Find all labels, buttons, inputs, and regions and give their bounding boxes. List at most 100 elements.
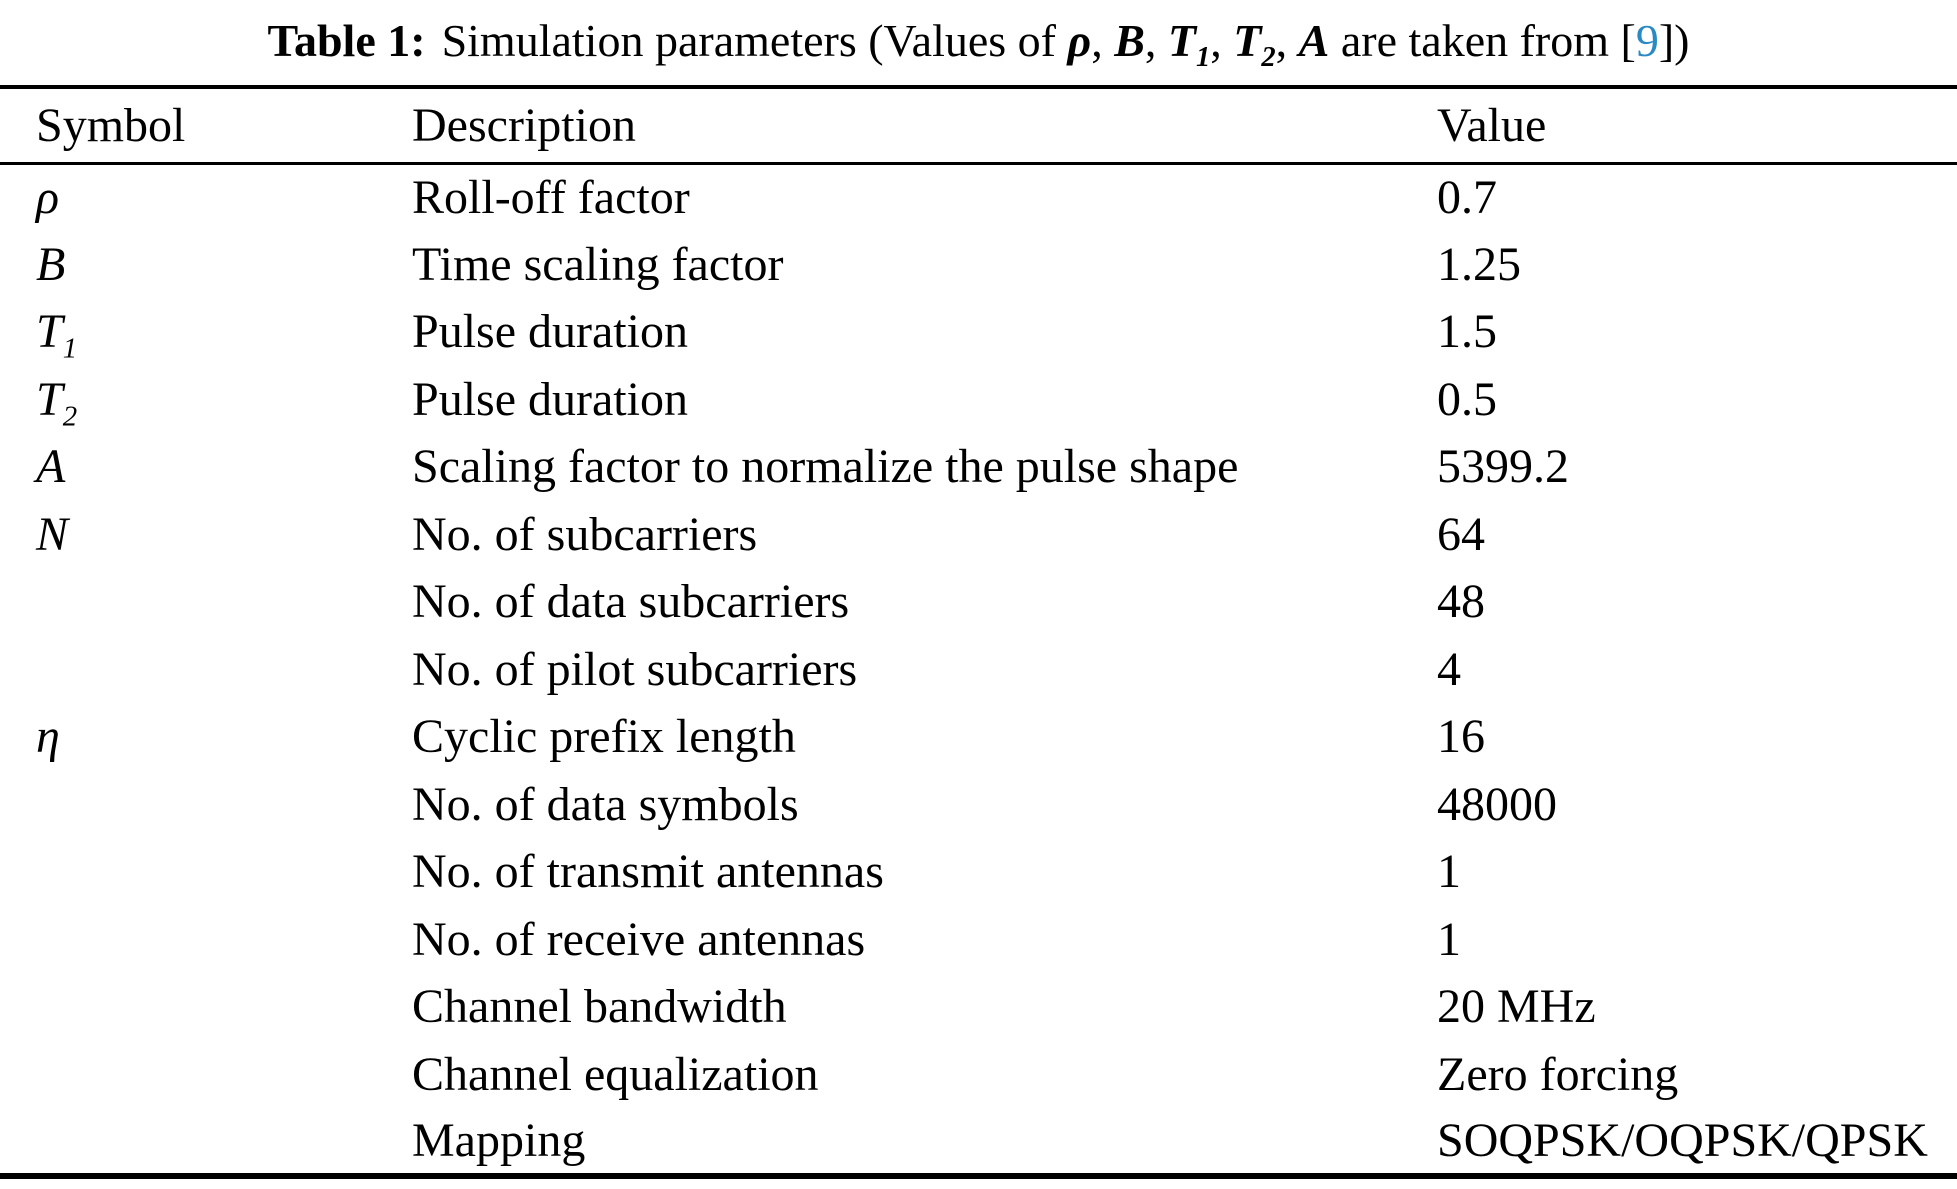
value-text: Zero forcing: [1437, 1047, 1679, 1101]
table-row: A Scaling factor to normalize the pulse …: [0, 433, 1957, 501]
symbol-subscript: 2: [62, 400, 78, 433]
symbol-cell: [0, 636, 412, 704]
symbol-cell: T2: [0, 366, 412, 434]
value-cell: 0.7: [1437, 163, 1957, 231]
symbol-cell: T1: [0, 298, 412, 366]
table-row: No. of receive antennas 1: [0, 906, 1957, 974]
value-text: 1: [1437, 845, 1461, 899]
symbol-cell: [0, 1108, 412, 1176]
column-header-value: Value: [1437, 87, 1957, 165]
symbol-cell: [0, 838, 412, 906]
symbol-text: T: [36, 372, 63, 426]
caption-symbol-T1: T1: [1167, 15, 1210, 72]
description-text: No. of transmit antennas: [412, 845, 884, 899]
symbol-text: B: [36, 237, 66, 291]
symbol-text: A: [36, 440, 66, 494]
caption-separator-1: ,: [1091, 15, 1115, 66]
description-cell: Pulse duration: [412, 366, 1437, 434]
table-caption: Table 1: Simulation parameters (Values of…: [0, 0, 1957, 85]
description-text: Roll-off factor: [412, 171, 690, 224]
description-cell: Time scaling factor: [412, 231, 1437, 299]
value-cell: 4: [1437, 636, 1957, 704]
description-text: Mapping: [412, 1113, 586, 1167]
description-cell: No. of data subcarriers: [412, 568, 1437, 636]
symbol-cell: [0, 568, 412, 636]
description-text: Channel equalization: [412, 1047, 819, 1101]
symbol-text: ρ: [36, 171, 60, 224]
value-cell: 1: [1437, 906, 1957, 974]
description-text: No. of data subcarriers: [412, 575, 850, 629]
symbol-subscript: 1: [62, 332, 78, 365]
caption-separator-3: ,: [1210, 15, 1234, 66]
description-cell: Scaling factor to normalize the pulse sh…: [412, 433, 1437, 501]
table-header: Symbol Description Value: [0, 87, 1957, 165]
citation-link-9[interactable]: 9: [1635, 15, 1659, 66]
caption-separator-2: ,: [1144, 15, 1168, 66]
table-row: ρ Roll-off factor 0.7: [0, 163, 1957, 231]
value-text: 64: [1437, 507, 1485, 561]
value-text: 48: [1437, 575, 1485, 629]
value-text: 1.5: [1437, 305, 1497, 359]
description-text: Scaling factor to normalize the pulse sh…: [412, 440, 1239, 494]
value-text: 4: [1437, 642, 1461, 696]
symbol-text: T: [36, 305, 63, 359]
caption-text-c: ]): [1658, 15, 1690, 66]
value-cell: 16: [1437, 703, 1957, 771]
caption-symbol-B: B: [1114, 15, 1145, 66]
table-row: T1 Pulse duration 1.5: [0, 298, 1957, 366]
table-row: No. of transmit antennas 1: [0, 838, 1957, 906]
table-row: Channel equalization Zero forcing: [0, 1041, 1957, 1109]
table-row: η Cyclic prefix length 16: [0, 703, 1957, 771]
description-cell: No. of receive antennas: [412, 906, 1437, 974]
description-text: No. of data symbols: [412, 777, 799, 831]
table-row: Channel bandwidth 20 MHz: [0, 973, 1957, 1041]
value-text: 48000: [1437, 777, 1557, 831]
caption-label: Table 1:: [267, 15, 426, 66]
value-text: 20 MHz: [1437, 980, 1596, 1034]
value-cell: 48000: [1437, 771, 1957, 839]
description-text: No. of subcarriers: [412, 507, 758, 561]
symbol-cell: ρ: [0, 163, 412, 231]
column-header-symbol: Symbol: [0, 87, 412, 165]
symbol-cell: [0, 973, 412, 1041]
table-body: ρ Roll-off factor 0.7 B Time scaling fac…: [0, 163, 1957, 1176]
caption-text-b: are taken from [: [1329, 15, 1636, 66]
caption-symbol-T1-base: T: [1167, 15, 1197, 66]
symbol-cell: B: [0, 231, 412, 299]
description-cell: Mapping: [412, 1108, 1437, 1176]
value-text: 5399.2: [1437, 440, 1569, 494]
table-row: Mapping SOQPSK/OQPSK/QPSK: [0, 1108, 1957, 1176]
column-header-description: Description: [412, 87, 1437, 165]
table-row: No. of data symbols 48000: [0, 771, 1957, 839]
description-cell: No. of subcarriers: [412, 501, 1437, 569]
description-text: Pulse duration: [412, 372, 688, 426]
value-cell: 20 MHz: [1437, 973, 1957, 1041]
value-cell: Zero forcing: [1437, 1041, 1957, 1109]
symbol-cell: [0, 906, 412, 974]
description-cell: Cyclic prefix length: [412, 703, 1437, 771]
symbol-cell: A: [0, 433, 412, 501]
value-text: 16: [1437, 710, 1485, 764]
table-row: T2 Pulse duration 0.5: [0, 366, 1957, 434]
description-text: Cyclic prefix length: [412, 710, 796, 764]
description-text: Time scaling factor: [412, 237, 784, 291]
description-cell: No. of pilot subcarriers: [412, 636, 1437, 704]
simulation-parameters-table: Symbol Description Value ρ Roll-off fact…: [0, 85, 1957, 1179]
caption-symbol-T2: T2: [1233, 15, 1275, 72]
value-cell: 64: [1437, 501, 1957, 569]
caption-symbol-T1-subscript: 1: [1196, 42, 1211, 74]
description-text: Channel bandwidth: [412, 980, 787, 1034]
symbol-cell: N: [0, 501, 412, 569]
value-cell: 1.25: [1437, 231, 1957, 299]
symbol-text: N: [36, 507, 69, 561]
caption-symbol-T2-base: T: [1233, 15, 1262, 66]
value-text: 1: [1437, 912, 1461, 966]
description-cell: Roll-off factor: [412, 163, 1437, 231]
table-row: N No. of subcarriers 64: [0, 501, 1957, 569]
description-text: No. of receive antennas: [412, 912, 866, 966]
caption-separator-4: ,: [1275, 15, 1299, 66]
symbol-cell: [0, 1041, 412, 1109]
value-cell: SOQPSK/OQPSK/QPSK: [1437, 1108, 1957, 1176]
description-cell: No. of data symbols: [412, 771, 1437, 839]
description-cell: Channel bandwidth: [412, 973, 1437, 1041]
